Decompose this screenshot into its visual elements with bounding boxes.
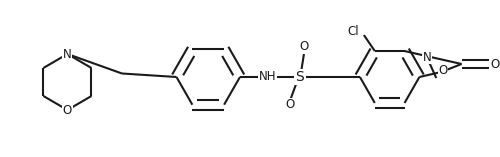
Text: N: N — [63, 48, 72, 60]
Text: N: N — [423, 51, 432, 64]
Text: S: S — [295, 70, 304, 84]
Text: O: O — [63, 103, 72, 116]
Text: O: O — [490, 57, 500, 70]
Text: NH: NH — [259, 70, 276, 84]
Text: O: O — [285, 98, 294, 111]
Text: O: O — [300, 41, 309, 54]
Text: Cl: Cl — [348, 24, 359, 38]
Text: O: O — [438, 63, 448, 76]
